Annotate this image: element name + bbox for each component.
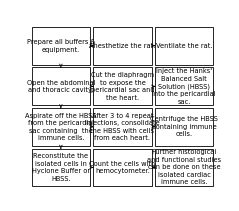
Text: Centrifuge the HBSS
containing immune
cells.: Centrifuge the HBSS containing immune ce… (150, 116, 218, 137)
Text: Prepare all buffers &
equipment.: Prepare all buffers & equipment. (27, 39, 95, 53)
Bar (93, 27, 152, 65)
Bar (155, 149, 213, 186)
Bar (155, 68, 213, 105)
Bar (93, 108, 152, 146)
Text: Reconstitute the
isolated cells in
Hyclone Buffer or
HBSS.: Reconstitute the isolated cells in Hyclo… (32, 153, 90, 182)
Text: Cut the diaphragm
to expose the
pericardial sac and
the heart.: Cut the diaphragm to expose the pericard… (91, 72, 154, 100)
Bar (93, 149, 152, 186)
Text: After 3 to 4 repeat
injections, consolidate
the HBSS with cells
from each heart.: After 3 to 4 repeat injections, consolid… (85, 113, 160, 141)
Text: Count the cells with
hemocytometer.: Count the cells with hemocytometer. (89, 161, 156, 174)
Text: Ventilate the rat.: Ventilate the rat. (156, 43, 212, 49)
Bar (32, 68, 90, 105)
Text: Open the abdominal
and thoracic cavity.: Open the abdominal and thoracic cavity. (27, 80, 95, 93)
Bar (155, 108, 213, 146)
Bar (93, 68, 152, 105)
Bar (155, 27, 213, 65)
Bar (32, 149, 90, 186)
Bar (32, 108, 90, 146)
Bar (32, 27, 90, 65)
Text: Anesthetize the rat.: Anesthetize the rat. (89, 43, 156, 49)
Text: Aspirate off the HBSS
from the pericardial
sac containing  the
immune cells.: Aspirate off the HBSS from the pericardi… (25, 113, 97, 141)
Text: Further histological
and functional studies
can be done on these
isolated cardia: Further histological and functional stud… (147, 149, 221, 185)
Text: Inject the Hanks'
Balanced Salt
Solution (HBSS)
into the pericardial
sac.: Inject the Hanks' Balanced Salt Solution… (152, 68, 216, 104)
